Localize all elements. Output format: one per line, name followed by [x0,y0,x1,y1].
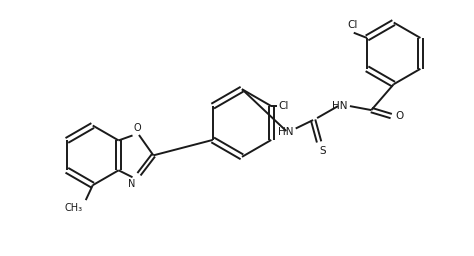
Text: O: O [134,123,141,133]
Text: HN: HN [278,127,294,137]
Text: S: S [319,146,326,156]
Text: Cl: Cl [347,20,357,30]
Text: N: N [128,179,135,189]
Text: CH₃: CH₃ [64,202,82,212]
Text: O: O [395,111,403,121]
Text: Cl: Cl [278,101,289,111]
Text: HN: HN [332,101,348,111]
